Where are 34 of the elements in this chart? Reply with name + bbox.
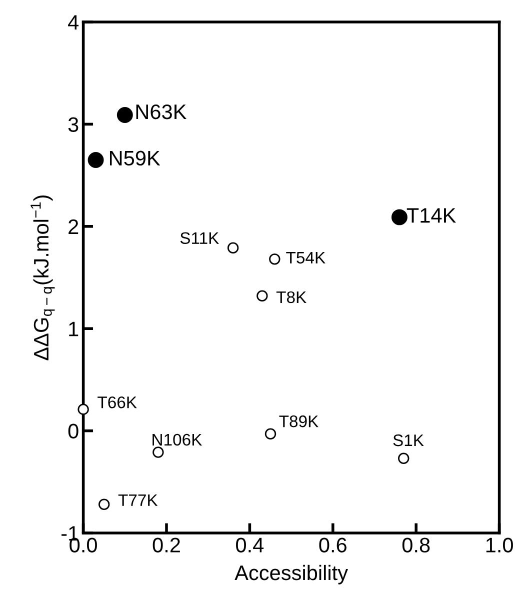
x-tick-label: 0.8 [402,538,430,552]
point [398,452,410,464]
point [391,209,408,226]
y-tick-label: 0 [68,424,78,439]
annotation: T8K [276,291,306,304]
y-tick-label: 3 [68,117,78,132]
annotation: S1K [393,434,424,446]
annotation: S11K [180,232,219,244]
point [269,254,280,265]
x-axis-title: Accessibility [234,564,348,584]
point [256,290,268,302]
annotation: N63K [136,104,187,120]
point [88,152,104,168]
point [78,404,89,415]
annotation: T54K [286,252,326,264]
point [116,107,133,123]
annotation: T14K [406,208,456,223]
point [152,446,164,458]
annotation: T89K [279,415,318,428]
x-tick-label: 0.6 [319,538,346,552]
point [227,242,239,254]
annotation: T77K [118,494,158,506]
y-tick-label: 4 [68,15,79,30]
annotation: N106K [152,434,202,446]
x-tick-label: 0.4 [236,538,264,552]
annotation: N59K [110,150,160,166]
y-tick-label: 2 [68,219,78,234]
y-tick-label: 1 [69,322,78,336]
x-tick-label: 0.2 [152,538,180,552]
point [98,498,110,510]
x-tick-label: 1.0 [486,538,513,552]
point [264,428,276,440]
y-axis-title: ΔΔG$_{q−q}$(kJ.mol$^{−1}$) [30,195,55,360]
annotation: T66K [98,396,137,408]
